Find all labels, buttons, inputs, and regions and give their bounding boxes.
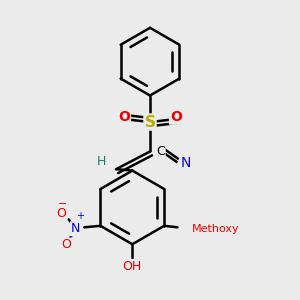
Text: OH: OH (123, 260, 142, 273)
Text: O: O (118, 110, 130, 124)
Text: +: + (76, 212, 84, 221)
Text: O: O (170, 110, 182, 124)
Text: Methoxy: Methoxy (192, 224, 240, 234)
Text: C: C (156, 145, 165, 158)
Text: O: O (62, 238, 71, 251)
Text: N: N (180, 156, 190, 170)
Text: S: S (145, 115, 155, 130)
Text: N: N (71, 222, 80, 235)
Text: O: O (56, 207, 66, 220)
Text: −: − (58, 199, 68, 209)
Text: H: H (97, 155, 106, 168)
